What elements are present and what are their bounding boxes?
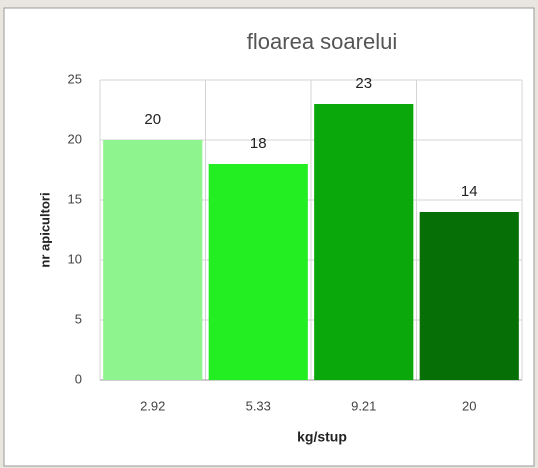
y-tick-label: 5 (75, 311, 82, 326)
x-tick-label: 20 (462, 398, 476, 413)
data-label: 18 (250, 135, 267, 152)
bar (103, 140, 203, 380)
bar (314, 104, 414, 380)
y-tick-label: 20 (68, 131, 82, 146)
bar (419, 212, 519, 380)
y-axis-label: nr apicultori (37, 192, 52, 267)
x-tick-label: 2.92 (140, 398, 165, 413)
x-axis-label: kg/stup (297, 429, 347, 445)
x-tick-label: 5.33 (246, 398, 271, 413)
y-tick-label: 0 (75, 371, 82, 386)
data-label: 20 (144, 111, 161, 128)
data-label: 23 (355, 75, 372, 92)
chart-title: floarea soarelui (247, 29, 397, 54)
y-tick-label: 15 (68, 191, 82, 206)
y-tick-label: 10 (68, 251, 82, 266)
bar (208, 164, 308, 380)
y-tick-label: 25 (68, 71, 82, 86)
data-label: 14 (461, 183, 478, 200)
x-tick-label: 9.21 (351, 398, 376, 413)
